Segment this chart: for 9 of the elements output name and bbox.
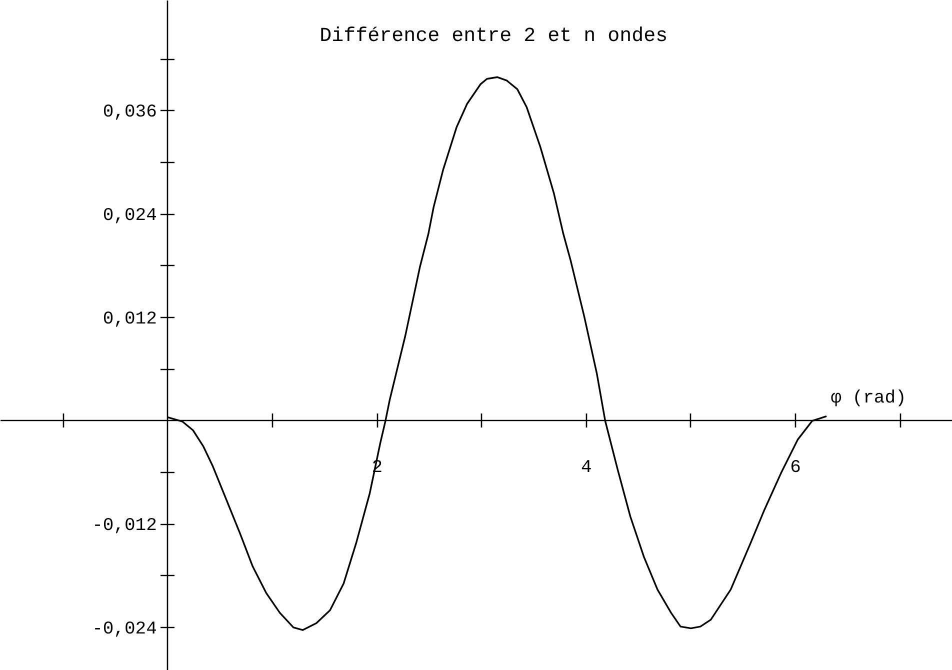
text: Différence entre 2 et n ondes xyxy=(320,25,668,48)
y-tick-label: -0,012 xyxy=(92,516,157,536)
y-tick-label: 0,036 xyxy=(102,102,157,123)
y-tick-label: 0,024 xyxy=(102,206,157,226)
x-tick-label: 6 xyxy=(790,458,801,478)
x-tick-label: 4 xyxy=(580,458,592,478)
x-axis-title: φ (rad) xyxy=(830,388,906,408)
y-tick-label: -0,024 xyxy=(92,619,157,640)
y-tick-label: 0,012 xyxy=(102,309,157,330)
